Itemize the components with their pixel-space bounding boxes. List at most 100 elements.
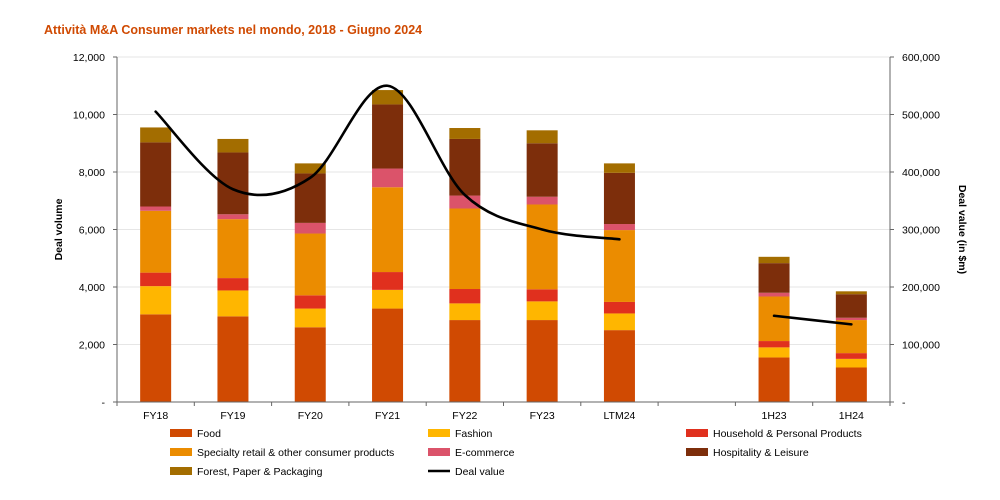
y2-tick-label: - xyxy=(902,397,906,409)
bar-segment-food xyxy=(526,320,558,402)
y2-tick-label: 400,000 xyxy=(902,167,940,179)
x-tick-label: FY19 xyxy=(220,410,245,422)
bar-segment-fashion xyxy=(449,303,481,321)
bar-segment-fashion xyxy=(372,289,404,309)
bar-segment-e-commerce xyxy=(526,196,558,205)
bar-segment-household-personal-products xyxy=(217,278,249,291)
bar-segment-specialty-retail-other-consumer-products xyxy=(372,187,404,273)
bar-segment-household-personal-products xyxy=(449,289,481,304)
bar-segment-forest-paper-packaging xyxy=(294,163,326,174)
bar-segment-fashion xyxy=(140,286,172,315)
bar-segment-fashion xyxy=(294,308,326,328)
legend-swatch xyxy=(170,448,192,456)
bar-segment-hospitality-leisure xyxy=(758,263,790,293)
legend-label: E-commerce xyxy=(455,447,515,459)
bar-segment-food xyxy=(294,327,326,402)
legend-label: Forest, Paper & Packaging xyxy=(197,466,323,478)
bar-segment-fashion xyxy=(603,313,635,331)
bar-segment-household-personal-products xyxy=(372,272,404,290)
bar-segment-hospitality-leisure xyxy=(526,143,558,197)
x-tick-label: LTM24 xyxy=(603,410,635,422)
bar-segment-e-commerce xyxy=(140,206,172,211)
bar-segment-household-personal-products xyxy=(526,289,558,302)
bar-segment-forest-paper-packaging xyxy=(449,128,481,139)
bar-segment-forest-paper-packaging xyxy=(140,127,172,143)
bar-segment-food xyxy=(835,367,867,402)
legend-label: Specialty retail & other consumer produc… xyxy=(197,447,394,459)
deal-value-line xyxy=(772,314,853,326)
chart-title: Attività M&A Consumer markets nel mondo,… xyxy=(44,23,423,37)
bar-segment-forest-paper-packaging xyxy=(758,256,790,264)
bar-segment-fashion xyxy=(217,290,249,317)
y2-axis-title: Deal value (in $m) xyxy=(956,185,968,274)
axes: - - 2,000 100,000 4,000 200,000 6,000 300,000 8,… xyxy=(53,52,968,422)
bar-segment-household-personal-products xyxy=(294,295,326,309)
bar-segment-specialty-retail-other-consumer-products xyxy=(526,204,558,290)
bar-segment-forest-paper-packaging xyxy=(372,90,404,105)
bar-segment-fashion xyxy=(758,347,790,358)
bar-segment-food xyxy=(372,308,404,402)
bar-segment-specialty-retail-other-consumer-products xyxy=(449,208,481,290)
bar-segment-e-commerce xyxy=(603,224,635,231)
legend-label: Deal value xyxy=(455,466,505,478)
y-tick-label: 8,000 xyxy=(79,167,105,179)
x-tick-label: 1H24 xyxy=(839,410,864,422)
y-tick-label: 10,000 xyxy=(73,110,105,122)
bar-segment-household-personal-products xyxy=(758,341,790,348)
legend-swatch xyxy=(428,448,450,456)
bar-segment-forest-paper-packaging xyxy=(835,291,867,295)
legend-label: Hospitality & Leisure xyxy=(713,447,809,459)
bar-segment-hospitality-leisure xyxy=(140,142,172,207)
bar-segment-hospitality-leisure xyxy=(372,104,404,169)
bar-segment-forest-paper-packaging xyxy=(526,130,558,144)
legend-swatch xyxy=(428,429,450,437)
y2-tick-label: 100,000 xyxy=(902,340,940,352)
bar-segment-hospitality-leisure xyxy=(449,138,481,196)
bar-segment-e-commerce xyxy=(758,292,790,297)
bar-segment-food xyxy=(758,357,790,402)
y2-tick-label: 500,000 xyxy=(902,110,940,122)
bar-segment-specialty-retail-other-consumer-products xyxy=(140,210,172,273)
bar-segment-hospitality-leisure xyxy=(603,172,635,225)
bar-segment-fashion xyxy=(835,358,867,368)
bar-segment-household-personal-products xyxy=(140,272,172,287)
bar-segment-e-commerce xyxy=(449,195,481,209)
y2-tick-label: 200,000 xyxy=(902,282,940,294)
legend-label: Household & Personal Products xyxy=(713,428,862,440)
bar-segment-household-personal-products xyxy=(603,301,635,314)
y-tick-label: 12,000 xyxy=(73,52,105,64)
y-tick-label: 4,000 xyxy=(79,282,105,294)
bar-segment-food xyxy=(217,316,249,402)
legend-swatch xyxy=(170,429,192,437)
y-tick-label: - xyxy=(102,397,106,409)
bar-segment-e-commerce xyxy=(835,317,867,321)
bar-segment-e-commerce xyxy=(372,168,404,188)
legend-label: Food xyxy=(197,428,221,440)
bar-segment-specialty-retail-other-consumer-products xyxy=(294,233,326,296)
bar-segment-e-commerce xyxy=(294,222,326,234)
legend-swatch xyxy=(686,429,708,437)
y-tick-label: 2,000 xyxy=(79,340,105,352)
bar-segment-household-personal-products xyxy=(835,353,867,359)
bar-segment-e-commerce xyxy=(217,214,249,220)
y-axis-title: Deal volume xyxy=(53,198,65,260)
x-tick-label: 1H23 xyxy=(761,410,786,422)
deal-value-line-layer xyxy=(154,84,853,326)
bar-segment-food xyxy=(140,314,172,402)
x-tick-label: FY22 xyxy=(452,410,477,422)
legend-label: Fashion xyxy=(455,428,493,440)
bar-segment-hospitality-leisure xyxy=(835,294,867,318)
bar-segment-food xyxy=(449,320,481,402)
deal-value-line xyxy=(154,84,621,241)
x-tick-label: FY20 xyxy=(298,410,323,422)
bar-segment-food xyxy=(603,330,635,402)
bar-segment-forest-paper-packaging xyxy=(217,138,249,153)
bar-segment-forest-paper-packaging xyxy=(603,163,635,173)
bars xyxy=(140,90,867,402)
bar-segment-specialty-retail-other-consumer-products xyxy=(217,219,249,279)
bar-segment-specialty-retail-other-consumer-products xyxy=(758,296,790,342)
y2-tick-label: 300,000 xyxy=(902,225,940,237)
legend-swatch xyxy=(686,448,708,456)
y-tick-label: 6,000 xyxy=(79,225,105,237)
